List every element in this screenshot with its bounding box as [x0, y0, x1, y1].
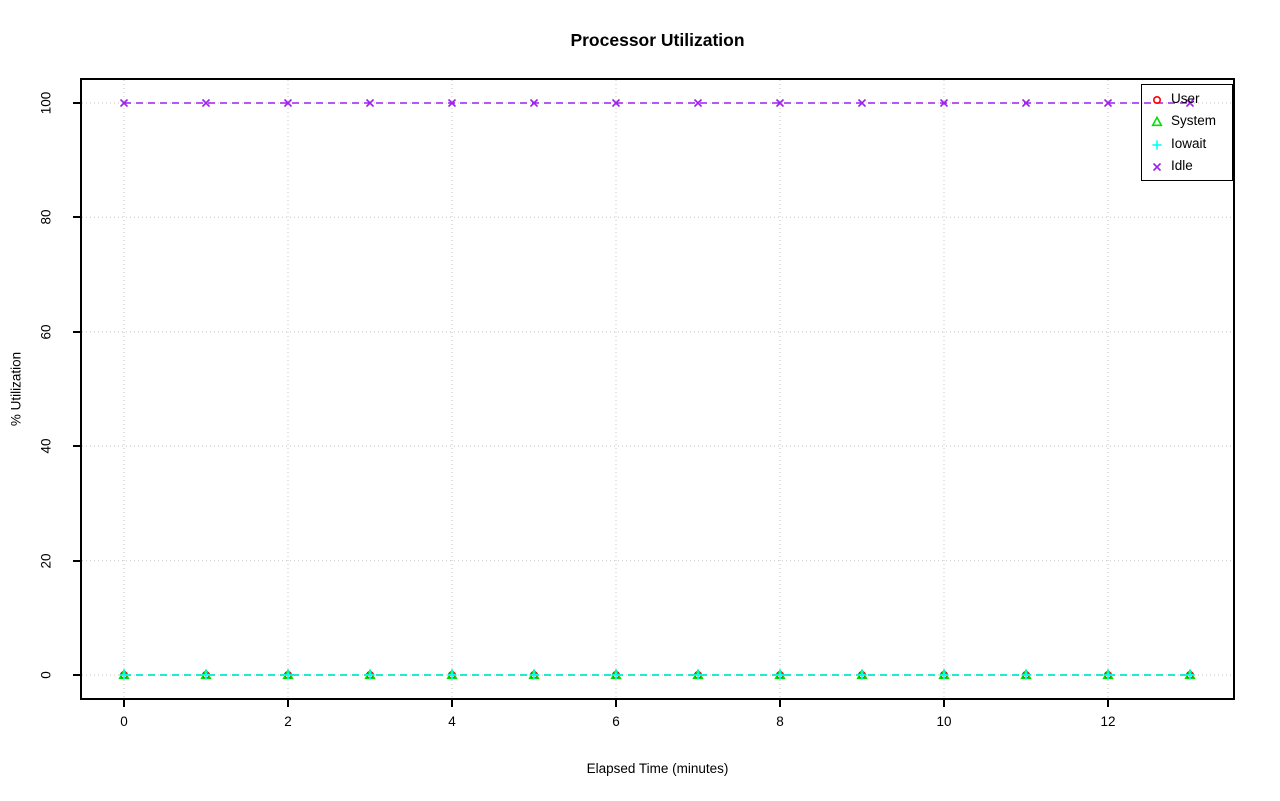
- legend: User System Iowait Idle: [1141, 84, 1233, 181]
- x-marker-icon: [1103, 98, 1113, 108]
- x-tick: [1107, 700, 1109, 707]
- x-tick-label: 8: [776, 714, 784, 729]
- y-tick: [73, 102, 80, 104]
- y-tick-label: 0: [38, 671, 54, 679]
- legend-label-idle: Idle: [1171, 158, 1193, 174]
- x-tick-label: 12: [1100, 714, 1116, 729]
- triangle-marker-icon: [1151, 115, 1163, 127]
- x-marker-icon: [365, 98, 375, 108]
- x-marker-icon: [201, 98, 211, 108]
- x-marker-icon: [939, 98, 949, 108]
- y-tick: [73, 674, 80, 676]
- x-tick: [615, 700, 617, 707]
- x-tick-label: 10: [936, 714, 952, 729]
- legend-item-user: User: [1149, 88, 1232, 110]
- plot-series-layer: [82, 80, 1233, 698]
- x-tick: [451, 700, 453, 707]
- x-tick: [123, 700, 125, 707]
- x-tick-label: 4: [448, 714, 456, 729]
- y-tick: [73, 330, 80, 333]
- x-marker-icon: [529, 98, 539, 108]
- legend-item-system: System: [1149, 110, 1232, 132]
- legend-label-system: System: [1171, 113, 1217, 129]
- x-tick-label: 0: [120, 714, 128, 729]
- y-axis-label: % Utilization: [8, 351, 24, 427]
- legend-label-user: User: [1171, 90, 1200, 106]
- x-tick-label: 6: [612, 714, 620, 729]
- y-tick: [73, 445, 80, 448]
- circle-marker-icon: [1153, 95, 1162, 104]
- x-marker-icon: [1185, 98, 1195, 108]
- y-tick-label: 100: [38, 91, 54, 115]
- x-marker-icon: [775, 98, 785, 108]
- legend-item-iowait: Iowait: [1149, 133, 1232, 155]
- plus-marker-icon: [1152, 140, 1162, 150]
- y-tick-label: 40: [38, 438, 54, 454]
- y-tick-label: 80: [38, 209, 54, 225]
- x-marker-icon: [611, 98, 621, 108]
- x-marker-icon: [1152, 163, 1162, 172]
- legend-item-idle: Idle: [1149, 155, 1232, 177]
- x-marker-icon: [283, 98, 293, 108]
- x-tick: [287, 700, 289, 707]
- y-tick: [73, 559, 80, 562]
- x-marker-icon: [1152, 163, 1162, 172]
- x-tick-label: 2: [284, 714, 292, 729]
- x-marker-icon: [857, 98, 867, 108]
- y-tick: [73, 216, 80, 219]
- legend-label-iowait: Iowait: [1171, 135, 1207, 151]
- chart-title: Processor Utilization: [570, 30, 745, 50]
- x-marker-icon: [447, 98, 457, 108]
- x-marker-icon: [119, 98, 129, 108]
- circle-marker-icon: [1153, 95, 1162, 104]
- x-tick: [943, 700, 945, 707]
- triangle-marker-icon: [1151, 115, 1163, 127]
- x-marker-icon: [693, 98, 703, 108]
- y-tick-label: 60: [38, 324, 54, 340]
- x-marker-icon: [1021, 98, 1031, 108]
- x-axis-label: Elapsed Time (minutes): [586, 761, 729, 776]
- x-tick: [779, 700, 781, 707]
- plot-area: [80, 78, 1235, 700]
- y-tick-label: 20: [38, 553, 54, 569]
